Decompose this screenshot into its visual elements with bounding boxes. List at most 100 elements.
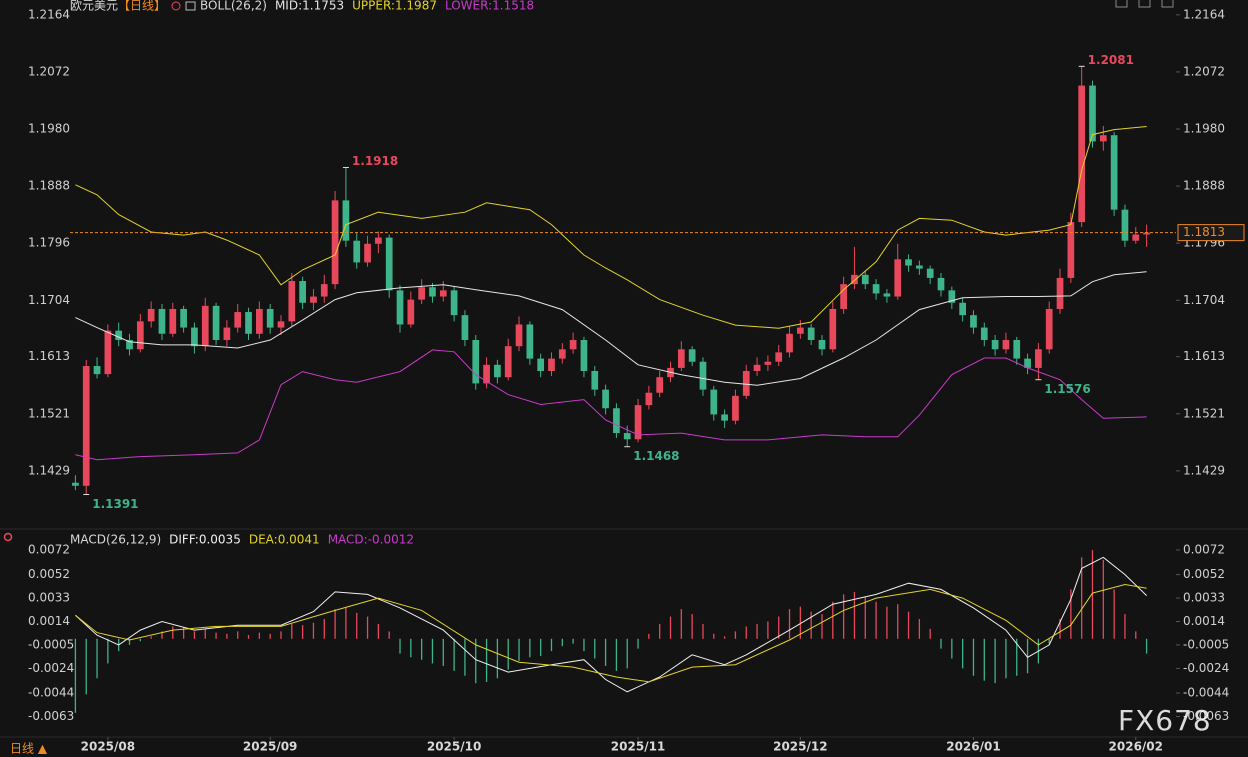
control-button[interactable] bbox=[1115, 0, 1128, 8]
y-tick-label-left: 1.1980 bbox=[28, 122, 70, 136]
candle-body bbox=[796, 327, 804, 334]
candle-body bbox=[1143, 232, 1150, 235]
candle-body bbox=[894, 259, 902, 297]
candle-body bbox=[515, 324, 523, 347]
candle-body bbox=[1024, 358, 1031, 368]
candle-body bbox=[375, 237, 382, 244]
indicator-name: MACD(26,12,9) bbox=[70, 533, 161, 547]
annotation-label: 1.1918 bbox=[352, 154, 398, 168]
indicator-line bbox=[75, 583, 1147, 683]
y-tick-label-left: 0.0072 bbox=[28, 542, 70, 556]
candle-body bbox=[234, 312, 242, 328]
candle-body bbox=[634, 405, 642, 440]
candle-body bbox=[504, 346, 512, 378]
y-tick-label-right: -0.0024 bbox=[1183, 661, 1229, 675]
y-tick-label-left: -0.0024 bbox=[28, 661, 74, 675]
candle-body bbox=[1067, 222, 1075, 278]
y-tick-label-right: 1.1704 bbox=[1183, 293, 1225, 307]
candle-body bbox=[905, 259, 912, 266]
y-tick-label-left: 0.0052 bbox=[28, 567, 70, 581]
candle-body bbox=[331, 200, 339, 285]
control-button[interactable] bbox=[1161, 0, 1174, 8]
last-price-label: 1.1813 bbox=[1183, 225, 1225, 239]
y-tick-label-right: 0.0052 bbox=[1183, 567, 1225, 581]
candle-body bbox=[472, 339, 480, 384]
candle-body bbox=[255, 308, 263, 334]
y-tick-label-right: 1.2164 bbox=[1183, 7, 1225, 21]
candle-body bbox=[147, 308, 155, 322]
y-tick-label-right: 0.0033 bbox=[1183, 591, 1225, 605]
y-tick-label-right: 1.1613 bbox=[1183, 349, 1225, 363]
y-tick-label-right: 1.1429 bbox=[1183, 463, 1225, 477]
y-tick-label-left: 1.1796 bbox=[28, 236, 70, 250]
candle-body bbox=[299, 281, 306, 303]
legend-entry: LOWER:1.1518 bbox=[445, 0, 534, 13]
candle-body bbox=[310, 296, 317, 303]
candle-body bbox=[342, 200, 350, 241]
y-tick-label-right: 1.1521 bbox=[1183, 406, 1225, 420]
candle-body bbox=[883, 293, 891, 297]
annotation-label: 1.1391 bbox=[92, 497, 138, 511]
candle-body bbox=[829, 308, 837, 350]
candle-body bbox=[970, 315, 977, 328]
y-tick-label-left: 1.1613 bbox=[28, 349, 70, 363]
y-tick-label-left: 0.0033 bbox=[28, 591, 70, 605]
candle-body bbox=[1013, 339, 1021, 359]
y-tick-label-left: 1.2164 bbox=[28, 7, 70, 21]
window-controls[interactable] bbox=[1115, 0, 1174, 8]
y-tick-label-left: 1.1521 bbox=[28, 406, 70, 420]
candle-body bbox=[1099, 135, 1107, 142]
y-tick-label-left: -0.0044 bbox=[28, 686, 74, 700]
candle-body bbox=[1110, 135, 1118, 210]
candle-body bbox=[591, 371, 599, 390]
candle-body bbox=[72, 482, 79, 486]
y-tick-label-right: 0.0014 bbox=[1183, 614, 1225, 628]
candle-body bbox=[623, 433, 631, 440]
add-icon bbox=[171, 1, 181, 11]
candle-body bbox=[450, 290, 458, 316]
candle-body bbox=[212, 305, 220, 340]
x-tick-label: 2025/09 bbox=[243, 740, 297, 754]
control-button[interactable] bbox=[1138, 0, 1151, 8]
candle-body bbox=[840, 284, 847, 309]
candle-body bbox=[742, 371, 750, 396]
candle-body bbox=[191, 327, 198, 347]
y-tick-label-left: 0.0014 bbox=[28, 614, 70, 628]
candle-body bbox=[461, 315, 469, 340]
indicator-icon[interactable] bbox=[3, 532, 13, 542]
candle-body bbox=[688, 349, 696, 362]
legend-entry: MACD:-0.0012 bbox=[328, 533, 414, 547]
y-tick-label-left: 1.1888 bbox=[28, 179, 70, 193]
candle-body bbox=[959, 302, 967, 316]
candle-body bbox=[1056, 277, 1064, 309]
annotation-label: 1.1576 bbox=[1044, 382, 1090, 396]
period-label: 【日线】 bbox=[118, 0, 166, 13]
candle-body bbox=[288, 281, 296, 322]
candle-body bbox=[407, 299, 415, 325]
candle-body bbox=[613, 408, 620, 434]
y-tick-label-left: 1.2072 bbox=[28, 64, 70, 78]
y-tick-label-left: -0.0005 bbox=[28, 637, 74, 651]
candle-body bbox=[656, 377, 664, 393]
candle-body bbox=[721, 414, 728, 421]
x-tick-label: 2025/10 bbox=[427, 740, 481, 754]
symbol-title: 欧元美元 bbox=[70, 0, 118, 13]
indicator-icon bbox=[185, 1, 196, 11]
y-tick-label-right: -0.0005 bbox=[1183, 637, 1229, 651]
candle-body bbox=[1035, 349, 1042, 368]
candle-body bbox=[645, 392, 653, 406]
candle-body bbox=[818, 339, 826, 350]
candle-body bbox=[201, 305, 209, 347]
x-tick-label: 2025/08 bbox=[81, 740, 135, 754]
annotation-label: 1.1468 bbox=[633, 449, 679, 463]
candle-body bbox=[266, 308, 274, 328]
candle-body bbox=[786, 333, 793, 353]
x-tick-label: 2026/01 bbox=[946, 740, 1000, 754]
period-button[interactable]: 日线 ▲ bbox=[10, 742, 48, 756]
candle-body bbox=[439, 290, 447, 297]
candle-body bbox=[558, 349, 566, 359]
candle-body bbox=[136, 321, 144, 350]
candle-body bbox=[526, 324, 534, 359]
candle-body bbox=[699, 361, 707, 390]
candle-body bbox=[158, 308, 166, 334]
